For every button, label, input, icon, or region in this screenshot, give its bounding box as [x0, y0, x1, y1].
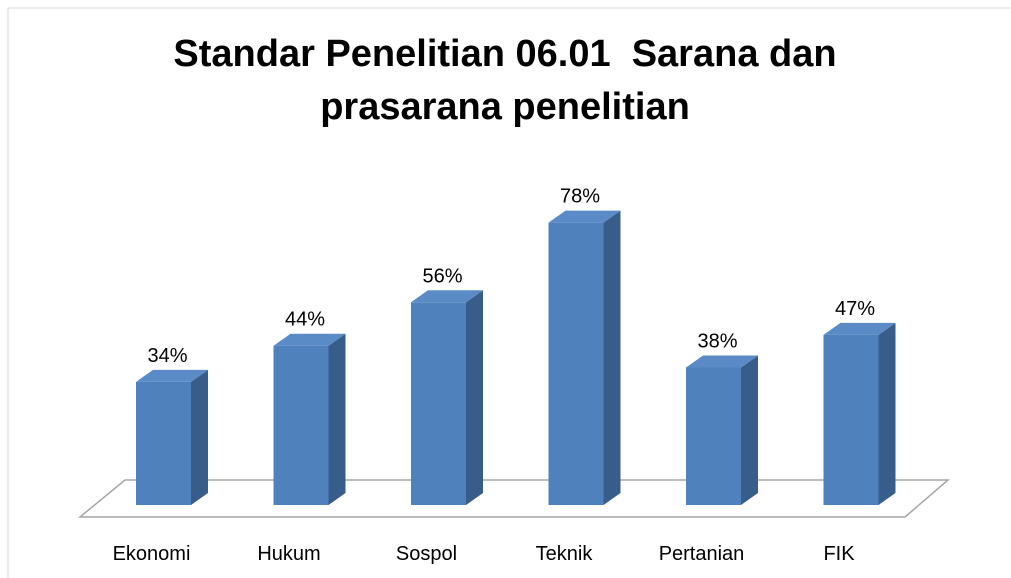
x-tick-label: Sospol — [396, 543, 457, 565]
data-label: 47% — [835, 298, 875, 320]
data-label: 34% — [147, 345, 187, 367]
x-tick-label: Teknik — [536, 543, 594, 565]
bar-side — [328, 333, 346, 505]
floor — [77, 479, 951, 518]
x-tick-label: Hukum — [257, 543, 320, 565]
bar — [823, 334, 879, 505]
bar — [548, 222, 604, 505]
bar-side — [878, 322, 896, 505]
bar-top — [136, 369, 208, 382]
bar-top — [411, 290, 483, 303]
bar — [411, 302, 466, 505]
x-tick-label: FIK — [823, 543, 855, 565]
bar-top — [273, 333, 346, 346]
x-tick-label: Pertanian — [659, 543, 745, 565]
chart-border — [7, 7, 1011, 578]
data-label: 56% — [422, 265, 462, 287]
bar-top — [686, 355, 758, 368]
data-label: 44% — [285, 309, 325, 331]
bar-side — [191, 369, 208, 505]
data-label: 78% — [560, 186, 600, 208]
bar — [273, 345, 329, 505]
data-label: 38% — [697, 330, 737, 352]
bar-side — [466, 290, 483, 505]
bar — [136, 381, 191, 505]
chart-title: Standar Penelitian 06.01 Sarana dan pras… — [173, 33, 848, 128]
bar-top — [823, 322, 896, 335]
x-tick-label: Ekonomi — [113, 543, 191, 565]
bar-side — [603, 210, 621, 505]
bar — [686, 367, 741, 505]
bar-side — [741, 355, 758, 505]
bar-top — [548, 210, 621, 223]
